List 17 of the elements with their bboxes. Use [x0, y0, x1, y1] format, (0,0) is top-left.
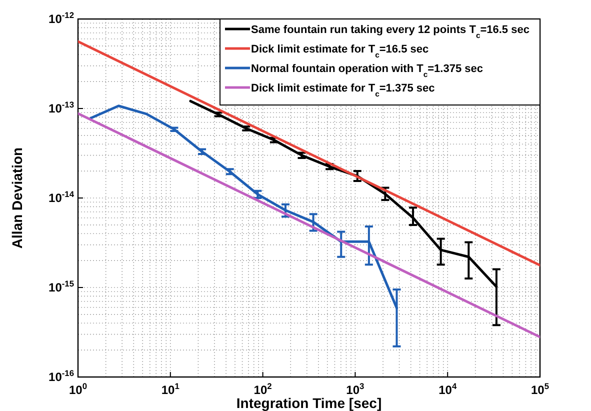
y-tick-label: 10$^{-14}$ [48, 189, 74, 205]
legend-label: Same fountain run taking every 12 points T$_{c}$=16.5 sec [251, 24, 530, 40]
x-axis-title: Integration Time [sec] [236, 395, 382, 411]
x-tick-label: 10$^{0}$ [68, 381, 88, 397]
x-tick-label: 10$^{1}$ [161, 381, 180, 397]
x-tick-label: 10$^{2}$ [254, 381, 272, 397]
legend-label: Dick limit estimate for T$_{c}$=1.375 sec [251, 82, 435, 98]
legend-label: Normal fountain operation with T$_{c}$=1.375 sec [251, 63, 483, 78]
y-tick-label: 10$^{-16}$ [48, 368, 74, 384]
x-tick-label: 10$^{5}$ [530, 381, 550, 397]
x-tick-label: 10$^{3}$ [346, 381, 365, 397]
y-axis-title: Allan Deviation [9, 147, 25, 249]
y-tick-label: 10$^{-15}$ [48, 278, 74, 294]
x-tick-label: 10$^{4}$ [438, 381, 457, 397]
y-tick-label: 10$^{-13}$ [48, 100, 74, 116]
y-tick-label: 10$^{-12}$ [48, 10, 74, 26]
legend-label: Dick limit estimate for T$_{c}$=16.5 sec [251, 44, 429, 59]
